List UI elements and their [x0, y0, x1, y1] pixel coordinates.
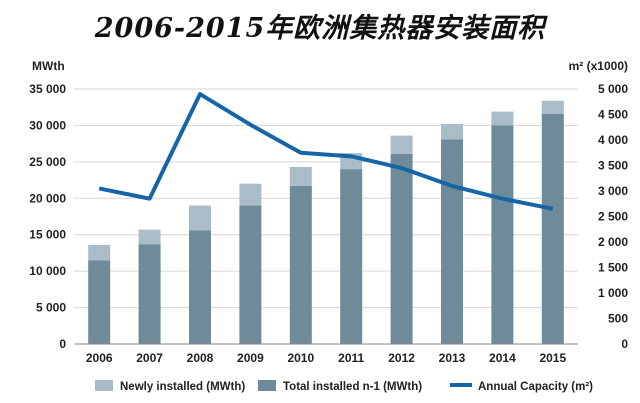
bar-newly: [88, 244, 111, 261]
y-left-tick-label: 20 000: [29, 191, 66, 205]
bar-total: [390, 153, 413, 344]
y-right-tick-label: 500: [608, 312, 628, 326]
chart-title: 2006-2015年欧洲集热器安装面积: [94, 13, 546, 44]
bar-total: [491, 125, 514, 344]
y-left-tick-label: 5 000: [36, 301, 66, 315]
bar-newly: [441, 123, 463, 140]
y-left-tick-label: 10 000: [29, 264, 66, 278]
y-left-tick-label: 25 000: [29, 155, 66, 169]
capacity-line-group: [98, 92, 554, 211]
legend-swatch-capacity: [450, 383, 472, 387]
legend-label-newly: Newly installed (MWth): [120, 381, 245, 393]
x-tick-label: 2010: [287, 351, 314, 365]
y-right-tick-label: 4 000: [598, 133, 628, 147]
y-left-unit-label: MWth: [32, 59, 65, 73]
bars-group: [88, 100, 564, 345]
bar-total: [189, 230, 211, 344]
bar-newly: [239, 183, 262, 206]
axes-group: 35 000 30 000 25 000 20 000 15 000 10 000 5 00…: [29, 82, 628, 365]
bar-newly: [138, 229, 161, 245]
y-left-tick-label: 0: [59, 337, 66, 351]
legend-label-capacity: Annual Capacity (m²): [478, 381, 593, 393]
y-right-tick-label: 0: [621, 337, 628, 351]
y-left-tick-label: 15 000: [29, 228, 66, 242]
bar-newly: [289, 166, 312, 186]
y-right-unit-label: m² (x1000): [569, 59, 628, 73]
bar-newly: [541, 100, 564, 114]
x-tick-label: 2014: [489, 351, 516, 365]
x-tick-label: 2015: [539, 351, 566, 365]
y-right-tick-label: 3 500: [598, 159, 628, 173]
y-right-tick-label: 5 000: [598, 82, 628, 96]
y-right-tick-label: 4 500: [598, 108, 628, 122]
watermark: IMSIA国际金属太阳能产业联盟: [392, 366, 585, 382]
x-tick-label: 2012: [388, 351, 415, 365]
legend-swatch-total: [258, 380, 276, 391]
y-left-tick-label: 35 000: [29, 82, 66, 96]
y-right-tick-label: 1 500: [598, 261, 628, 275]
legend: Newly installed (MWth) Total installed n…: [95, 380, 593, 393]
capacity-line: [98, 92, 554, 211]
legend-swatch-newly: [95, 380, 113, 391]
y-right-tick-label: 2 000: [598, 235, 628, 249]
x-tick-label: 2013: [439, 351, 466, 365]
bar-newly: [491, 111, 514, 126]
x-tick-label: 2011: [338, 351, 364, 365]
bar-total: [289, 185, 312, 344]
bar-newly: [189, 205, 211, 231]
bar-total: [239, 205, 262, 344]
x-tick-label: 2009: [237, 351, 264, 365]
x-tick-label: 2006: [86, 351, 113, 365]
legend-label-total: Total installed n-1 (MWth): [283, 381, 422, 393]
x-tick-label: 2008: [187, 351, 214, 365]
bar-total: [138, 244, 161, 344]
bar-newly: [390, 135, 413, 154]
bar-total: [541, 113, 564, 345]
bar-total: [441, 139, 463, 344]
bar-total: [88, 260, 111, 344]
y-right-tick-label: 1 000: [598, 286, 628, 300]
bar-total: [340, 169, 363, 344]
x-tick-label: 2007: [136, 351, 163, 365]
y-right-tick-label: 2 500: [598, 210, 628, 224]
y-right-tick-label: 3 000: [598, 184, 628, 198]
y-left-tick-label: 30 000: [29, 118, 66, 132]
